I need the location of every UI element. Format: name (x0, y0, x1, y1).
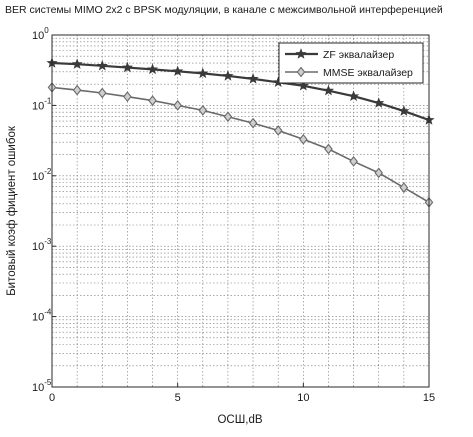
diamond-marker (349, 156, 358, 167)
star-marker (172, 65, 184, 77)
y-tick-label: 10-2 (32, 167, 52, 183)
y-axis-ticks: 100 10-1 10-2 10-3 10-4 10-5 (32, 26, 56, 394)
diamond-marker (223, 111, 233, 123)
legend: ZF эквалайзер MMSE эквалайзер (278, 42, 424, 84)
star-marker (398, 105, 410, 116)
y-tick-label: 10-5 (32, 378, 52, 394)
star-marker (348, 90, 360, 101)
legend-items: ZF эквалайзер MMSE эквалайзер (285, 48, 413, 79)
diamond-marker (374, 167, 384, 179)
y-axis-label: Битовый коэф фициент ошибок (6, 125, 18, 296)
x-axis-label: ОСШ,dB (217, 414, 262, 426)
star-marker (295, 48, 307, 59)
grid (52, 35, 429, 387)
diamond-marker (248, 117, 258, 129)
legend-label: ZF эквалайзер (323, 49, 394, 61)
x-tick-label: 0 (49, 392, 55, 404)
star-marker (247, 73, 259, 84)
legend-box (278, 42, 424, 84)
star-marker (322, 84, 335, 96)
star-marker (146, 63, 159, 75)
star-marker (373, 97, 385, 108)
series-zf (46, 57, 435, 125)
star-marker (96, 59, 108, 71)
diamond-marker (97, 87, 107, 99)
x-tick-label: 15 (423, 392, 435, 404)
diamond-marker (72, 84, 82, 96)
x-tick-label: 5 (175, 392, 181, 404)
star-marker (121, 61, 133, 73)
diamond-marker (324, 143, 333, 155)
x-tick-label: 10 (297, 392, 309, 404)
plot-frame (51, 34, 430, 388)
y-tick-label: 10-1 (32, 96, 52, 112)
x-axis-ticks: 0 5 10 15 (49, 383, 435, 404)
chart-title: BER системы MIMO 2x2 с BPSK модуляции, в… (5, 4, 443, 16)
series-line (51, 86, 430, 204)
star-marker (71, 58, 83, 69)
plot-area (46, 34, 435, 388)
y-tick-label: 10-4 (32, 308, 52, 324)
diamond-marker (198, 104, 208, 116)
plot-background (52, 35, 429, 387)
star-marker (197, 67, 209, 79)
diamond-marker (299, 133, 308, 145)
diamond-marker (148, 95, 157, 106)
diamond-marker (123, 91, 132, 103)
diamond-marker (273, 125, 283, 136)
series-layer (46, 57, 435, 208)
series-mmse (47, 82, 434, 208)
series-line (51, 61, 430, 122)
legend-label: MMSE эквалайзер (323, 67, 413, 79)
diamond-marker (399, 182, 409, 193)
star-marker (297, 79, 309, 91)
diamond-marker (173, 100, 182, 111)
diamond-marker (296, 66, 306, 78)
star-marker (222, 70, 234, 81)
y-tick-label: 10-3 (32, 237, 52, 253)
y-tick-label: 100 (32, 26, 49, 42)
